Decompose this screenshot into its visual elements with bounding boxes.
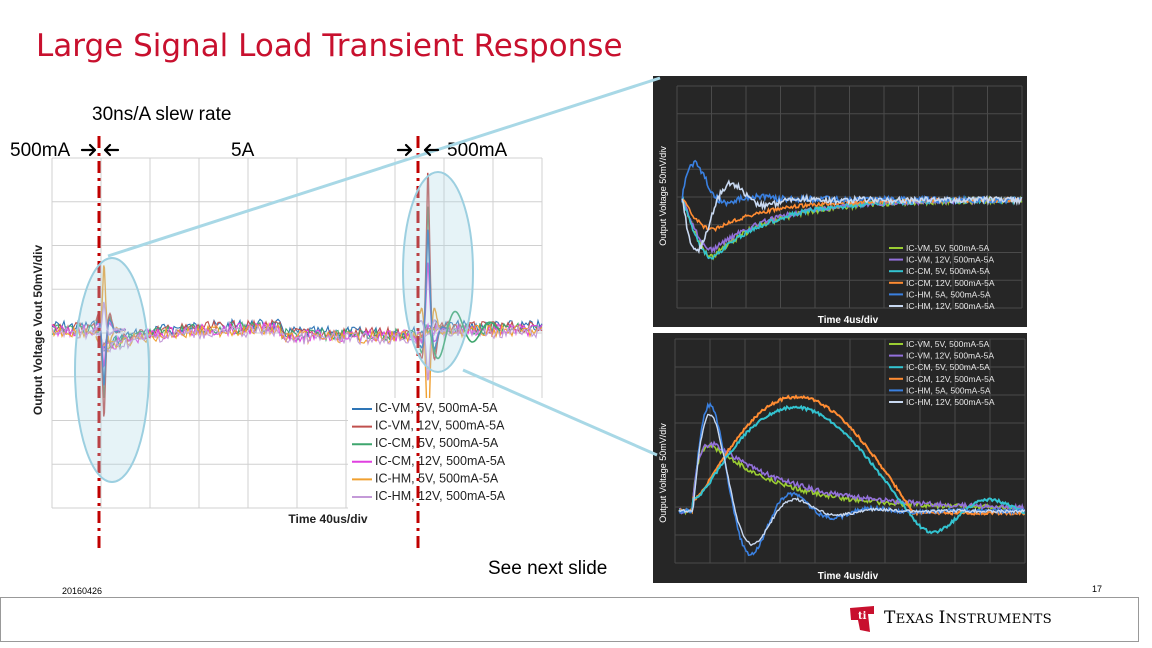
zoom-top-traces: [681, 159, 1023, 261]
main-legend-label: IC-VM, 12V, 500mA-5A: [375, 419, 505, 433]
main-chart-legend: IC-VM, 5V, 500mA-5A IC-VM, 12V, 500mA-5A I…: [348, 398, 544, 510]
main-legend-label: IC-HM, 12V, 500mA-5A: [375, 489, 506, 503]
zoom-bottom-y-axis-label: Output Voltage 50mV/div: [658, 423, 668, 523]
logo-wordmark: TEXAS INSTRUMENTS: [884, 608, 1053, 628]
zoom-bottom-hm-trace-0: [678, 401, 1026, 557]
zoom-bottom-background: [653, 333, 1027, 583]
zoom-bottom-x-axis-label: Time 4us/div: [818, 571, 879, 582]
zoom-bottom-legend-label: IC-CM, 12V, 500mA-5A: [906, 374, 995, 384]
next-slide-note: See next slide: [488, 558, 608, 579]
zoom-top-trace-5: [681, 179, 1023, 255]
zoom-bottom-cm-trace-0: [678, 394, 1026, 517]
zoom-top-legend-label: IC-VM, 12V, 500mA-5A: [906, 255, 994, 265]
slew-rate-label: 30ns/A slew rate: [92, 104, 232, 125]
zoom-bottom-legend-label: IC-VM, 12V, 500mA-5A: [906, 351, 994, 361]
zoom-bottom-hm-trace-1: [678, 413, 1026, 547]
slide-title: Large Signal Load Transient Response: [36, 28, 623, 64]
main-y-axis-label: Output Voltage Vout 50mV/div: [31, 245, 45, 416]
main-x-axis-label: Time 40us/div: [288, 512, 367, 526]
zoom-top-legend-label: IC-HM, 12V, 500mA-5A: [906, 301, 995, 311]
main-legend-label: IC-VM, 5V, 500mA-5A: [375, 401, 498, 415]
zoom-bottom-chart: Time 4us/div Output Voltage 50mV/div IC-…: [653, 333, 1027, 583]
zoom-top-chart: Time 4us/div Output Voltage 50mV/div IC-…: [653, 76, 1027, 327]
zoom-bottom-legend-label: IC-HM, 12V, 500mA-5A: [906, 397, 995, 407]
zoom-bottom-legend-label: IC-HM, 5A, 500mA-5A: [906, 385, 991, 395]
ti-state-icon: [850, 606, 874, 632]
page-number: 17: [1092, 584, 1103, 594]
zoom-bottom-legend-label: IC-CM, 5V, 500mA-5A: [906, 362, 990, 372]
texas-instruments-logo: ti: [850, 606, 874, 632]
zoom-top-legend-label: IC-VM, 5V, 500mA-5A: [906, 243, 990, 253]
zoom-top-x-axis-label: Time 4us/div: [818, 315, 879, 326]
slide-date: 20160426: [62, 586, 103, 596]
zoom-bottom-cm-trace-1: [678, 404, 1026, 535]
footer-bar: [0, 597, 1139, 642]
zoom-top-grid: [676, 85, 1023, 309]
zoom-top-legend-label: IC-CM, 5V, 500mA-5A: [906, 266, 990, 276]
zoom-bottom-legend-label: IC-VM, 5V, 500mA-5A: [906, 339, 990, 349]
zoom-top-y-axis-label: Output Voltage 50mV/div: [658, 146, 668, 246]
zoom-bottom-traces: [678, 394, 1026, 557]
load-start-label: 500mA: [10, 140, 71, 161]
main-release-ringing: [429, 310, 501, 360]
main-legend-label: IC-CM, 5V, 500mA-5A: [375, 436, 499, 450]
main-transient-chart: Time 40us/div Output Voltage Vout 50mV/d…: [31, 157, 544, 526]
zoom-top-legend-label: IC-CM, 12V, 500mA-5A: [906, 278, 995, 288]
zoom-top-legend-label: IC-HM, 5A, 500mA-5A: [906, 289, 991, 299]
svg-text:ti: ti: [858, 611, 867, 622]
main-legend-label: IC-HM, 5V, 500mA-5A: [375, 471, 499, 485]
main-legend-label: IC-CM, 12V, 500mA-5A: [375, 454, 506, 468]
